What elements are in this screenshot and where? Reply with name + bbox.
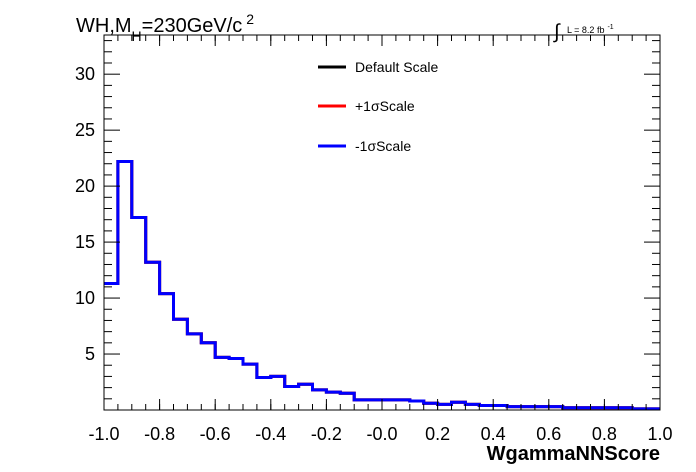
x-tick-label: -0.8 bbox=[144, 424, 175, 444]
series-line-2 bbox=[104, 160, 660, 411]
y-tick-label: 20 bbox=[75, 176, 95, 196]
legend: Default Scale +1σScale -1σScale bbox=[318, 59, 438, 154]
legend-label-1: +1σScale bbox=[355, 98, 415, 114]
y-tick-label: 25 bbox=[75, 120, 95, 140]
y-tick-label: 5 bbox=[85, 344, 95, 364]
y-tick-label: 10 bbox=[75, 288, 95, 308]
axes-layer: -1.0 -0.8 -0.6 -0.4 -0.2 -0.0 0.2 0.4 0.6 0.8 1.0 5… bbox=[75, 34, 673, 444]
legend-label-2: -1σScale bbox=[355, 138, 411, 154]
x-tick-label: 0.4 bbox=[481, 424, 506, 444]
legend-label-0: Default Scale bbox=[355, 59, 438, 75]
chart-title-main: WH,M bbox=[76, 15, 132, 37]
chart-title-superscript: 2 bbox=[246, 11, 254, 27]
chart-title-rest: =230GeV/c bbox=[142, 15, 243, 37]
lumi-label: L = 8.2 fb -1 bbox=[567, 24, 614, 35]
x-tick-label: 0.2 bbox=[425, 424, 450, 444]
lumi-integral-sign: ∫ bbox=[553, 21, 561, 43]
x-axis-label: WgammaNNScore bbox=[487, 443, 660, 465]
lumi-label-superscript: -1 bbox=[607, 24, 613, 31]
y-tick-label: 15 bbox=[75, 232, 95, 252]
series-layer bbox=[104, 160, 660, 411]
x-tick-label: -1.0 bbox=[88, 424, 119, 444]
x-tick-label: 0.8 bbox=[592, 424, 617, 444]
x-tick-label: -0.2 bbox=[311, 424, 342, 444]
y-tick-label: 30 bbox=[75, 64, 95, 84]
lumi-label-text: L = 8.2 fb bbox=[567, 25, 604, 35]
x-tick-label: -0.6 bbox=[200, 424, 231, 444]
x-tick-label: 0.6 bbox=[536, 424, 561, 444]
x-tick-label: 1.0 bbox=[647, 424, 672, 444]
chart-title-subscript: H bbox=[132, 28, 142, 44]
x-tick-label: -0.4 bbox=[255, 424, 286, 444]
x-tick-label: -0.0 bbox=[366, 424, 397, 444]
chart-title: WH,MH=230GeV/c 2 bbox=[76, 11, 254, 44]
